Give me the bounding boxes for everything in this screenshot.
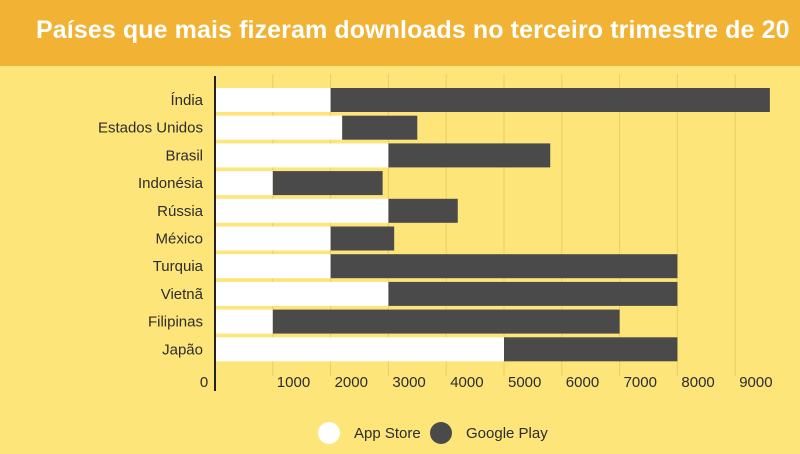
legend-label-google-play: Google Play — [466, 424, 548, 442]
bar-app-store — [215, 198, 389, 223]
bar-google-play — [342, 115, 418, 140]
x-tick-label: 8000 — [681, 374, 714, 391]
bar-google-play — [272, 309, 620, 334]
x-tick-label: 3000 — [392, 374, 425, 391]
category-label: Japão — [162, 341, 203, 358]
category-label: Rússia — [157, 203, 204, 220]
legend-swatch-google-play — [430, 422, 452, 444]
x-tick-label: 4000 — [450, 374, 483, 391]
bar-google-play — [330, 254, 678, 279]
x-tick-label: 5000 — [508, 374, 541, 391]
bar-chart: Índia Estados Unidos Brasil Indonésia Rússia… — [98, 74, 773, 391]
x-tick-label: 1000 — [277, 374, 310, 391]
bar-app-store — [215, 337, 504, 362]
bar-google-play — [272, 171, 383, 196]
bar-app-store — [215, 143, 389, 168]
bar-app-store — [215, 226, 331, 251]
legend-swatch-app-store — [318, 422, 340, 444]
category-label: Filipinas — [148, 314, 203, 331]
chart-header: Países que mais fizeram downloads no ter… — [0, 0, 800, 66]
x-tick-label: 7000 — [624, 374, 657, 391]
bar-google-play — [330, 88, 770, 112]
bar-google-play — [504, 337, 678, 362]
bar-google-play — [388, 198, 458, 223]
bar-app-store — [215, 309, 273, 334]
category-label: Indonésia — [138, 175, 204, 192]
bar-app-store — [215, 115, 343, 140]
x-tick-label: 6000 — [566, 374, 599, 391]
chart-title: Países que mais fizeram downloads no ter… — [36, 16, 790, 44]
bar-app-store — [215, 254, 331, 279]
category-label: Estados Unidos — [98, 120, 203, 137]
bar-google-play — [330, 226, 395, 251]
bar-google-play — [388, 281, 678, 306]
category-label: Vietnã — [161, 286, 204, 303]
legend-item-google-play[interactable]: Google Play — [430, 422, 548, 444]
legend-label-app-store: App Store — [354, 424, 421, 442]
legend: App Store Google Play — [0, 422, 800, 446]
category-label: Índia — [170, 92, 203, 109]
category-label: Turquia — [153, 258, 204, 275]
bar-app-store — [215, 88, 331, 112]
x-tick-label: 0 — [200, 374, 208, 391]
bar-app-store — [215, 281, 389, 306]
category-label: Brasil — [165, 147, 203, 164]
legend-item-app-store[interactable]: App Store — [318, 422, 421, 444]
x-tick-label: 2000 — [335, 374, 368, 391]
bar-app-store — [215, 171, 273, 196]
category-label: México — [155, 231, 203, 248]
bar-google-play — [388, 143, 551, 168]
x-tick-label: 9000 — [739, 374, 772, 391]
